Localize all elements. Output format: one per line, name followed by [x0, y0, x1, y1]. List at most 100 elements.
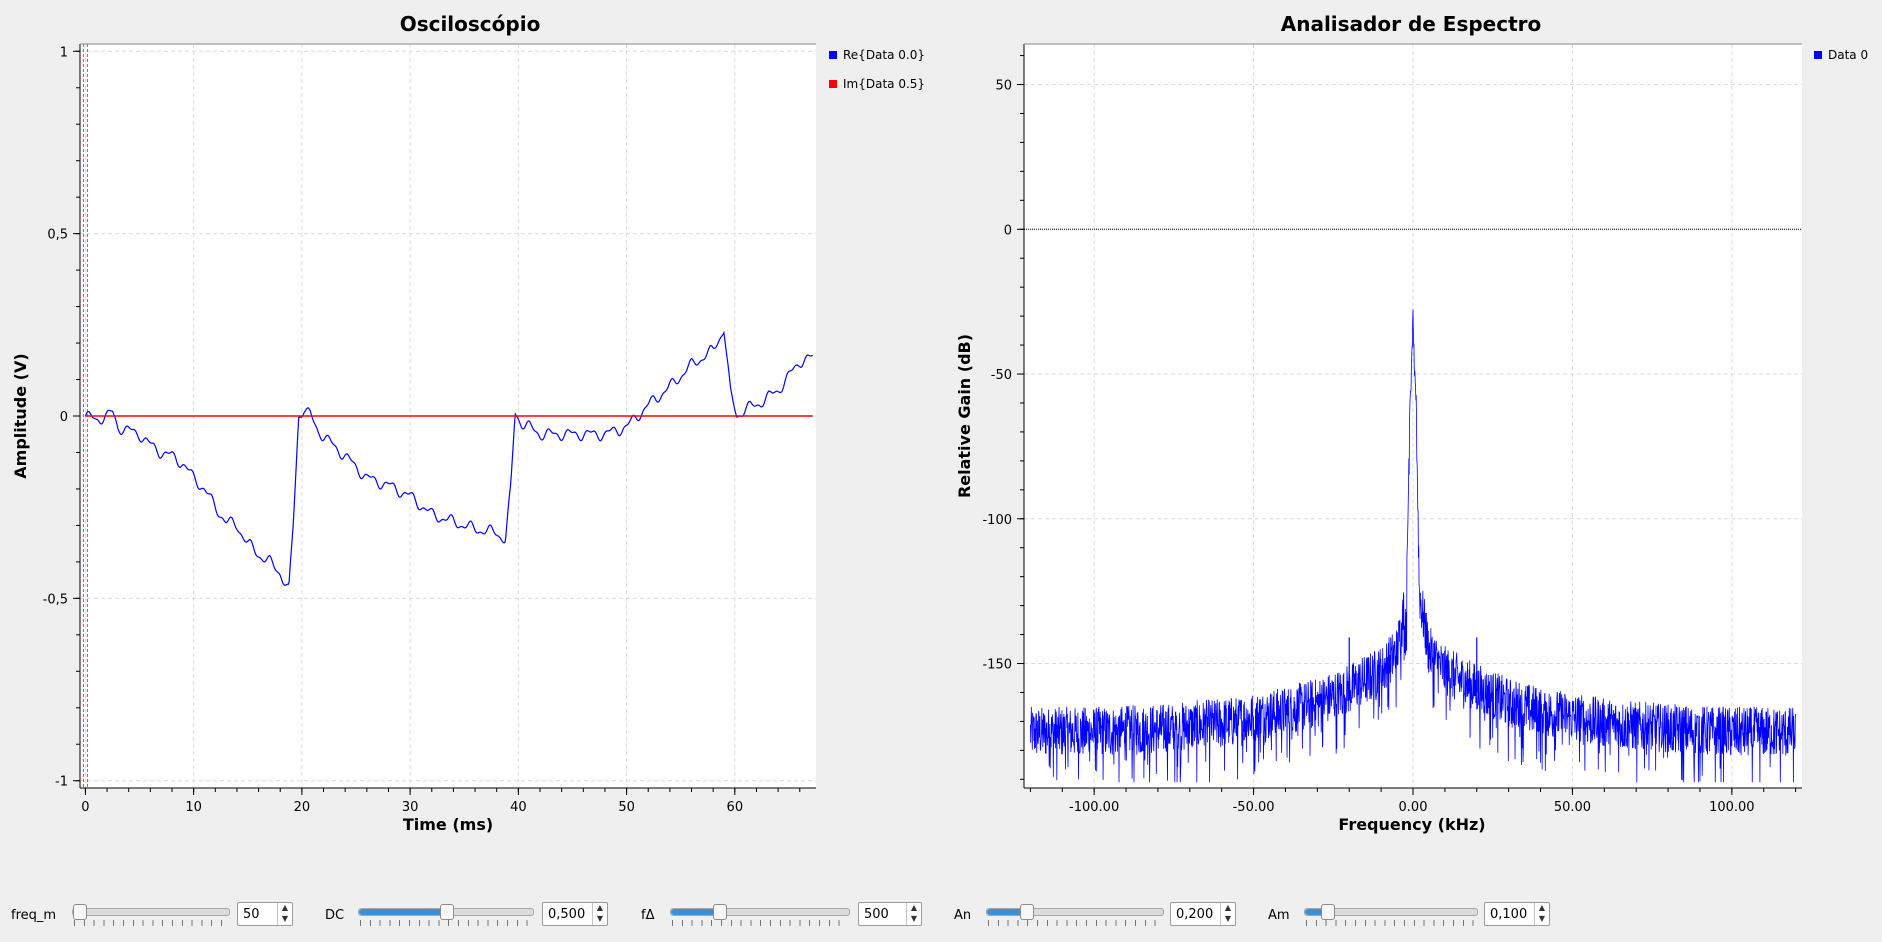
- oscilloscope-plot[interactable]: 0 10 20 30 40 50 60 1 0,5 0 -0,5 -1 Time (ms) Ampli…: [0, 0, 940, 850]
- legend-swatch-data0: [1814, 51, 1822, 59]
- am-ticks: [1306, 920, 1476, 926]
- freq-m-spin-arrows[interactable]: ▲ ▼: [277, 903, 292, 925]
- y-tick-label: -50: [991, 368, 1012, 383]
- legend-label-re[interactable]: Re{Data 0.0}: [843, 48, 925, 62]
- y-tick-label: 0,5: [47, 228, 68, 243]
- spectrum-plot[interactable]: -100.00 -50.00 0.00 50.00 100.00 50 0 -50 -100 -1…: [940, 0, 1882, 850]
- spectrum-series: [1024, 228, 1802, 783]
- an-value[interactable]: 0,200: [1176, 907, 1214, 922]
- series-data0-trace: [1029, 309, 1797, 783]
- f-delta-label: fΔ: [641, 908, 655, 923]
- freq-m-ticks: [74, 920, 228, 926]
- series-re-data: [84, 330, 814, 586]
- am-value[interactable]: 0,100: [1490, 907, 1528, 922]
- dc-spin-arrows[interactable]: ▲ ▼: [592, 903, 607, 925]
- an-slider[interactable]: [986, 904, 1164, 920]
- x-tick-label: 0.00: [1399, 800, 1428, 815]
- spin-up-icon[interactable]: ▲: [281, 903, 289, 912]
- an-slider-handle[interactable]: [1019, 904, 1034, 920]
- x-tick-label: 10: [185, 800, 202, 815]
- oscilloscope-x-label: Time (ms): [403, 815, 493, 834]
- x-tick-label: 100.00: [1709, 800, 1755, 815]
- legend-label-im[interactable]: Im{Data 0.5}: [843, 77, 925, 91]
- am-spin-arrows[interactable]: ▲ ▼: [1534, 903, 1549, 925]
- x-tick-label: 0: [81, 800, 89, 815]
- spin-down-icon[interactable]: ▼: [1224, 914, 1232, 923]
- dc-label: DC: [325, 908, 345, 923]
- oscilloscope-series: [82, 44, 814, 788]
- spectrum-panel: Analisador de Espectro -100.00 -50.00 0.00…: [940, 0, 1882, 850]
- spectrum-legend[interactable]: Data 0: [1814, 48, 1868, 62]
- x-tick-label: 20: [294, 800, 311, 815]
- oscilloscope-legend[interactable]: Re{Data 0.0} Im{Data 0.5}: [829, 48, 925, 91]
- y-tick-label: 1: [60, 45, 68, 60]
- f-delta-value[interactable]: 500: [864, 907, 889, 922]
- an-ticks: [988, 920, 1162, 926]
- y-tick-label: -1: [55, 775, 68, 790]
- spectrum-axes: -100.00 -50.00 0.00 50.00 100.00 50 0 -50 -100 -1…: [982, 43, 1802, 815]
- f-delta-ticks: [672, 920, 848, 926]
- freq-m-label: freq_m: [11, 908, 57, 923]
- control-an: An 0,200 ▲ ▼: [950, 896, 1250, 936]
- f-delta-slider-fill: [671, 909, 719, 915]
- am-label: Am: [1268, 908, 1290, 923]
- f-delta-spinbox[interactable]: 500 ▲ ▼: [858, 902, 922, 926]
- x-tick-label: 30: [402, 800, 419, 815]
- y-tick-label: -0,5: [43, 592, 68, 607]
- freq-m-slider[interactable]: [72, 904, 230, 920]
- an-spinbox[interactable]: 0,200 ▲ ▼: [1170, 902, 1236, 926]
- spectrum-x-label: Frequency (kHz): [1338, 815, 1485, 834]
- f-delta-spin-arrows[interactable]: ▲ ▼: [906, 903, 921, 925]
- spin-up-icon[interactable]: ▲: [910, 903, 918, 912]
- x-tick-label: 40: [510, 800, 527, 815]
- control-f-delta: fΔ 500 ▲ ▼: [636, 896, 936, 936]
- spin-down-icon[interactable]: ▼: [596, 914, 604, 923]
- control-bar: freq_m 50 ▲ ▼ DC 0,500 ▲ ▼ fΔ 500: [0, 896, 1882, 936]
- x-tick-label: 50.00: [1554, 800, 1591, 815]
- y-tick-label: 50: [995, 79, 1012, 94]
- control-freq-m: freq_m 50 ▲ ▼: [0, 896, 300, 936]
- freq-m-value[interactable]: 50: [243, 907, 260, 922]
- am-spinbox[interactable]: 0,100 ▲ ▼: [1484, 902, 1550, 926]
- x-tick-label: 50: [618, 800, 635, 815]
- dc-ticks: [360, 920, 532, 926]
- am-slider[interactable]: [1304, 904, 1478, 920]
- x-tick-label: 60: [727, 800, 744, 815]
- an-spin-arrows[interactable]: ▲ ▼: [1220, 903, 1235, 925]
- spin-down-icon[interactable]: ▼: [910, 914, 918, 923]
- y-tick-label: 0: [60, 410, 68, 425]
- dc-spinbox[interactable]: 0,500 ▲ ▼: [542, 902, 608, 926]
- spin-down-icon[interactable]: ▼: [281, 914, 289, 923]
- spectrum-grid: [1024, 44, 1802, 788]
- legend-swatch-re: [829, 51, 837, 59]
- spin-up-icon[interactable]: ▲: [1224, 903, 1232, 912]
- x-tick-label: -100.00: [1069, 800, 1119, 815]
- dc-slider[interactable]: [358, 904, 534, 920]
- y-tick-label: -150: [982, 658, 1012, 673]
- spectrum-y-label: Relative Gain (dB): [955, 334, 974, 498]
- oscilloscope-panel: Osciloscópio 0 10 20 30 40 50 60 1 0,5 0 -0,5 -1 Ti…: [0, 0, 940, 850]
- an-slider-fill: [987, 909, 1026, 915]
- y-tick-label: 0: [1004, 223, 1012, 238]
- freq-m-slider-handle[interactable]: [73, 904, 87, 920]
- dc-value[interactable]: 0,500: [548, 907, 586, 922]
- am-slider-handle[interactable]: [1321, 904, 1335, 920]
- am-slider-fill: [1305, 909, 1327, 915]
- oscilloscope-axes: 0 10 20 30 40 50 60 1 0,5 0 -0,5 -1: [43, 43, 816, 815]
- control-dc: DC 0,500 ▲ ▼: [318, 896, 618, 936]
- dc-slider-handle[interactable]: [440, 904, 454, 920]
- spin-up-icon[interactable]: ▲: [1538, 903, 1546, 912]
- legend-swatch-im: [829, 80, 837, 88]
- control-am: Am 0,100 ▲ ▼: [1266, 896, 1566, 936]
- f-delta-slider-handle[interactable]: [712, 904, 727, 920]
- spin-down-icon[interactable]: ▼: [1538, 914, 1546, 923]
- oscilloscope-y-label: Amplitude (V): [11, 353, 30, 478]
- oscilloscope-title: Osciloscópio: [399, 12, 541, 36]
- y-tick-label: -100: [982, 513, 1012, 528]
- legend-label-data0[interactable]: Data 0: [1828, 48, 1868, 62]
- spin-up-icon[interactable]: ▲: [596, 903, 604, 912]
- an-label: An: [954, 908, 972, 923]
- freq-m-spinbox[interactable]: 50 ▲ ▼: [237, 902, 293, 926]
- f-delta-slider[interactable]: [670, 904, 850, 920]
- x-tick-label: -50.00: [1233, 800, 1275, 815]
